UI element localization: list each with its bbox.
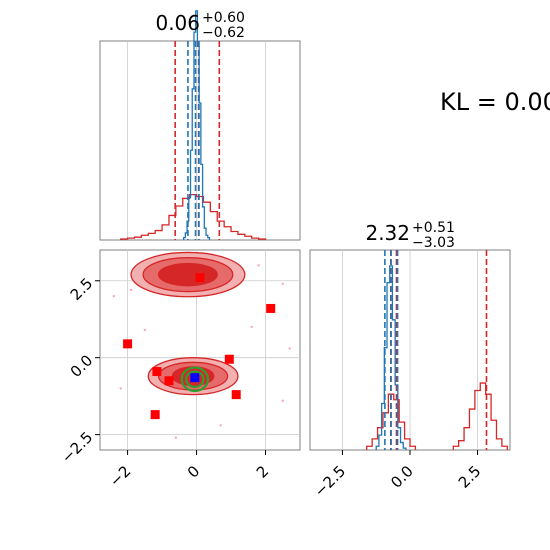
joint-red-marker	[164, 376, 174, 386]
param1-title-plus: +0.60	[202, 10, 245, 26]
param2-blue-histogram	[375, 265, 407, 450]
joint-sample-dot	[174, 436, 178, 439]
joint-y-ticks: −2.5 0.0 2.5	[58, 274, 100, 467]
joint-red-marker	[231, 390, 241, 400]
joint-sample-dot	[281, 282, 284, 286]
joint-red-marker	[224, 354, 234, 364]
joint-sample-dot	[219, 424, 222, 427]
joint-sample-dot	[129, 288, 133, 292]
param2-red-histogram-right	[452, 382, 508, 450]
joint-sample-dot	[143, 328, 147, 332]
joint-sample-dot	[281, 399, 284, 402]
param2-x-tick-label: 2.5	[455, 462, 485, 492]
joint-x-ticks: −2 0 2	[106, 450, 272, 490]
param2-marginal-panel: −2.5 0.0 2.5	[309, 249, 511, 501]
kl-annotation: KL = 0.00	[440, 88, 550, 116]
joint-panel: −2.5 0.0 2.5 −2 0 2	[58, 249, 301, 490]
joint-sample-dot	[288, 347, 291, 350]
param2-x-ticks: −2.5 0.0 2.5	[311, 450, 485, 501]
param1-marginal-panel	[99, 10, 301, 241]
param2-title-value: 2.32	[365, 221, 410, 245]
joint-y-tick-label: 2.5	[67, 274, 97, 304]
joint-sample-dot	[119, 387, 122, 390]
joint-red-contour	[157, 262, 218, 287]
param2-x-tick-label: −2.5	[311, 462, 349, 500]
joint-red-marker	[150, 410, 160, 420]
param2-gridlines	[342, 250, 478, 450]
param1-title-minus: −0.62	[202, 25, 245, 41]
param1-gridlines	[127, 41, 266, 240]
joint-y-tick-label: 0.0	[67, 351, 97, 381]
joint-red-marker	[152, 367, 162, 377]
joint-blue-marker	[190, 373, 200, 383]
joint-red-marker	[195, 273, 205, 283]
param1-title-value: 0.06	[155, 11, 200, 35]
joint-sample-dot	[250, 325, 253, 329]
param1-quantile-lines	[174, 41, 221, 240]
param2-x-tick-label: 0.0	[387, 462, 417, 492]
joint-contours	[112, 251, 291, 439]
param1-red-histogram	[120, 193, 267, 240]
param1-panel-frame	[99, 40, 301, 241]
joint-sample-dot	[257, 264, 260, 267]
param2-title-plus: +0.51	[412, 220, 455, 236]
joint-red-marker	[266, 303, 276, 313]
joint-sample-dot	[112, 294, 115, 298]
joint-green-contour	[185, 370, 205, 389]
joint-x-tick-label: −2	[106, 462, 134, 490]
joint-red-marker	[123, 339, 133, 349]
joint-green-contour	[180, 366, 210, 393]
joint-y-tick-label: −2.5	[58, 428, 96, 466]
joint-x-tick-label: 2	[253, 462, 272, 481]
joint-x-tick-label: 0	[184, 462, 203, 481]
param2-title-minus: −3.03	[412, 235, 455, 251]
param2-quantile-lines	[384, 250, 488, 450]
